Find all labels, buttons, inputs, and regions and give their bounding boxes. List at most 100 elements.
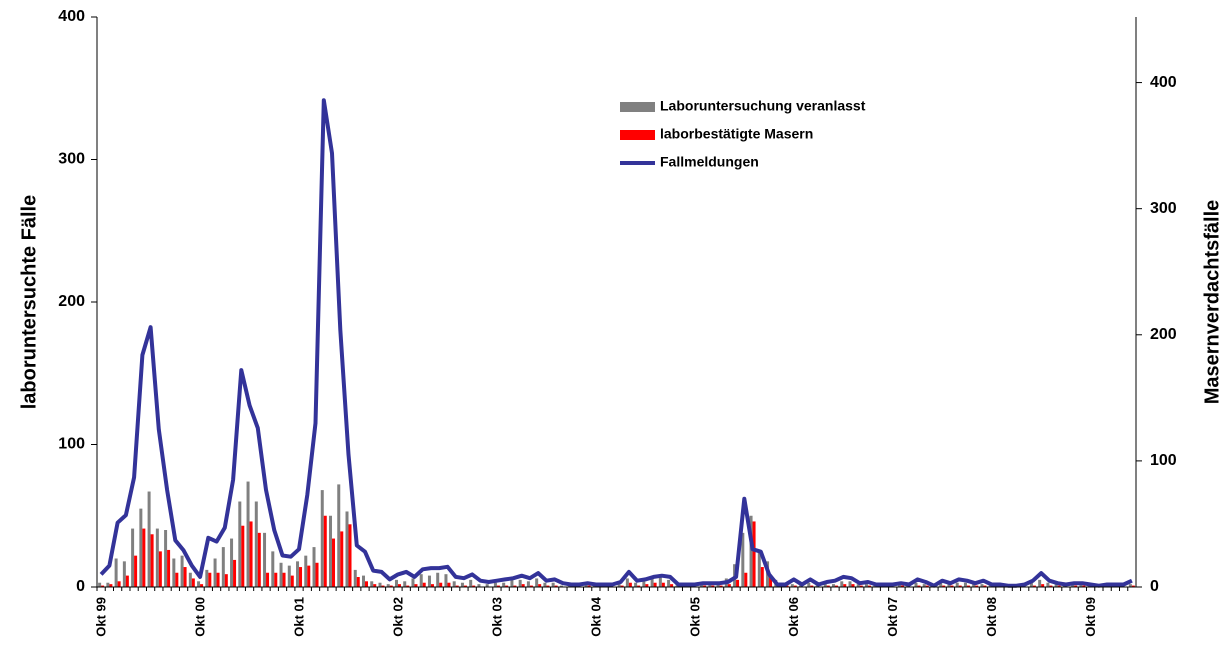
bar xyxy=(403,581,407,587)
bar xyxy=(587,585,591,587)
bar xyxy=(246,481,250,587)
bar xyxy=(521,584,525,587)
bar xyxy=(389,585,393,587)
bar xyxy=(155,528,159,587)
bar xyxy=(373,584,377,587)
bar xyxy=(290,575,294,587)
bar xyxy=(963,582,967,587)
bar xyxy=(282,572,286,587)
bar xyxy=(653,582,657,587)
x-tick-label: Okt 03 xyxy=(489,597,504,637)
bar xyxy=(455,585,459,587)
bar xyxy=(436,572,440,587)
bar xyxy=(675,585,679,587)
bar xyxy=(955,582,959,587)
bar xyxy=(760,567,764,587)
bar xyxy=(411,578,415,587)
x-tick-label: Okt 08 xyxy=(984,597,999,637)
bar xyxy=(452,581,456,587)
bar xyxy=(1074,585,1078,587)
bar xyxy=(496,585,500,587)
y-tick-label: 0 xyxy=(76,578,85,595)
bar xyxy=(150,534,154,587)
bar xyxy=(752,521,756,587)
bar xyxy=(661,582,665,587)
bar xyxy=(922,584,926,587)
bar xyxy=(793,585,797,587)
bar xyxy=(208,572,212,587)
bar xyxy=(584,584,588,587)
bar xyxy=(823,584,827,587)
bar xyxy=(361,575,365,587)
bar xyxy=(835,585,839,587)
y2-tick-label: 0 xyxy=(1150,578,1159,595)
x-tick-label: Okt 06 xyxy=(786,597,801,637)
bar xyxy=(868,585,872,587)
bar xyxy=(125,575,129,587)
bar xyxy=(114,558,118,587)
bar xyxy=(394,579,398,587)
legend-label: Laboruntersuchung veranlasst xyxy=(660,98,866,114)
y-tick-label: 200 xyxy=(58,293,85,310)
bar xyxy=(414,584,418,587)
bar xyxy=(670,584,674,587)
bar xyxy=(1082,585,1086,587)
legend-marker xyxy=(620,102,655,112)
bar xyxy=(554,585,558,587)
bar xyxy=(815,585,819,587)
bar xyxy=(851,584,855,587)
bar xyxy=(873,585,877,587)
bar xyxy=(340,531,344,587)
bar xyxy=(397,584,401,587)
bar xyxy=(430,584,434,587)
bar xyxy=(810,585,814,587)
bar xyxy=(216,572,220,587)
bar xyxy=(711,585,715,587)
bar xyxy=(719,585,723,587)
bar xyxy=(158,551,162,587)
bar xyxy=(785,585,789,587)
bar xyxy=(757,551,761,587)
y-tick-label: 300 xyxy=(58,151,85,168)
x-tick-label: Okt 04 xyxy=(588,596,603,637)
bar xyxy=(535,578,539,587)
y2-tick-label: 100 xyxy=(1150,452,1177,469)
bar xyxy=(529,585,533,587)
bar xyxy=(958,585,962,587)
bar xyxy=(617,584,621,587)
bar xyxy=(510,579,514,587)
bar xyxy=(238,501,242,587)
bar xyxy=(221,547,225,587)
bar xyxy=(703,585,707,587)
bar xyxy=(551,582,555,587)
bar xyxy=(592,585,596,587)
bar xyxy=(427,575,431,587)
bar xyxy=(213,558,217,587)
x-tick-label: Okt 01 xyxy=(291,597,306,637)
bar xyxy=(191,578,195,587)
bar xyxy=(197,581,201,587)
bar xyxy=(505,585,509,587)
bar xyxy=(205,569,209,587)
legend-label: laborbestätigte Masern xyxy=(660,126,813,142)
bar xyxy=(513,585,517,587)
bar xyxy=(345,511,349,587)
bar xyxy=(667,579,671,587)
bar xyxy=(1071,584,1075,587)
bar xyxy=(307,565,311,587)
bar xyxy=(320,490,324,587)
bar xyxy=(1046,582,1050,587)
y2-tick-label: 400 xyxy=(1150,74,1177,91)
bar xyxy=(472,585,476,587)
bar xyxy=(700,584,704,587)
bar xyxy=(832,584,836,587)
bar xyxy=(538,584,542,587)
bar xyxy=(620,585,624,587)
bar xyxy=(134,555,138,587)
bar xyxy=(637,585,641,587)
bar xyxy=(175,572,179,587)
legend-label: Fallmeldungen xyxy=(660,154,759,170)
bar xyxy=(101,585,105,587)
bar xyxy=(183,567,187,587)
bar xyxy=(966,585,970,587)
